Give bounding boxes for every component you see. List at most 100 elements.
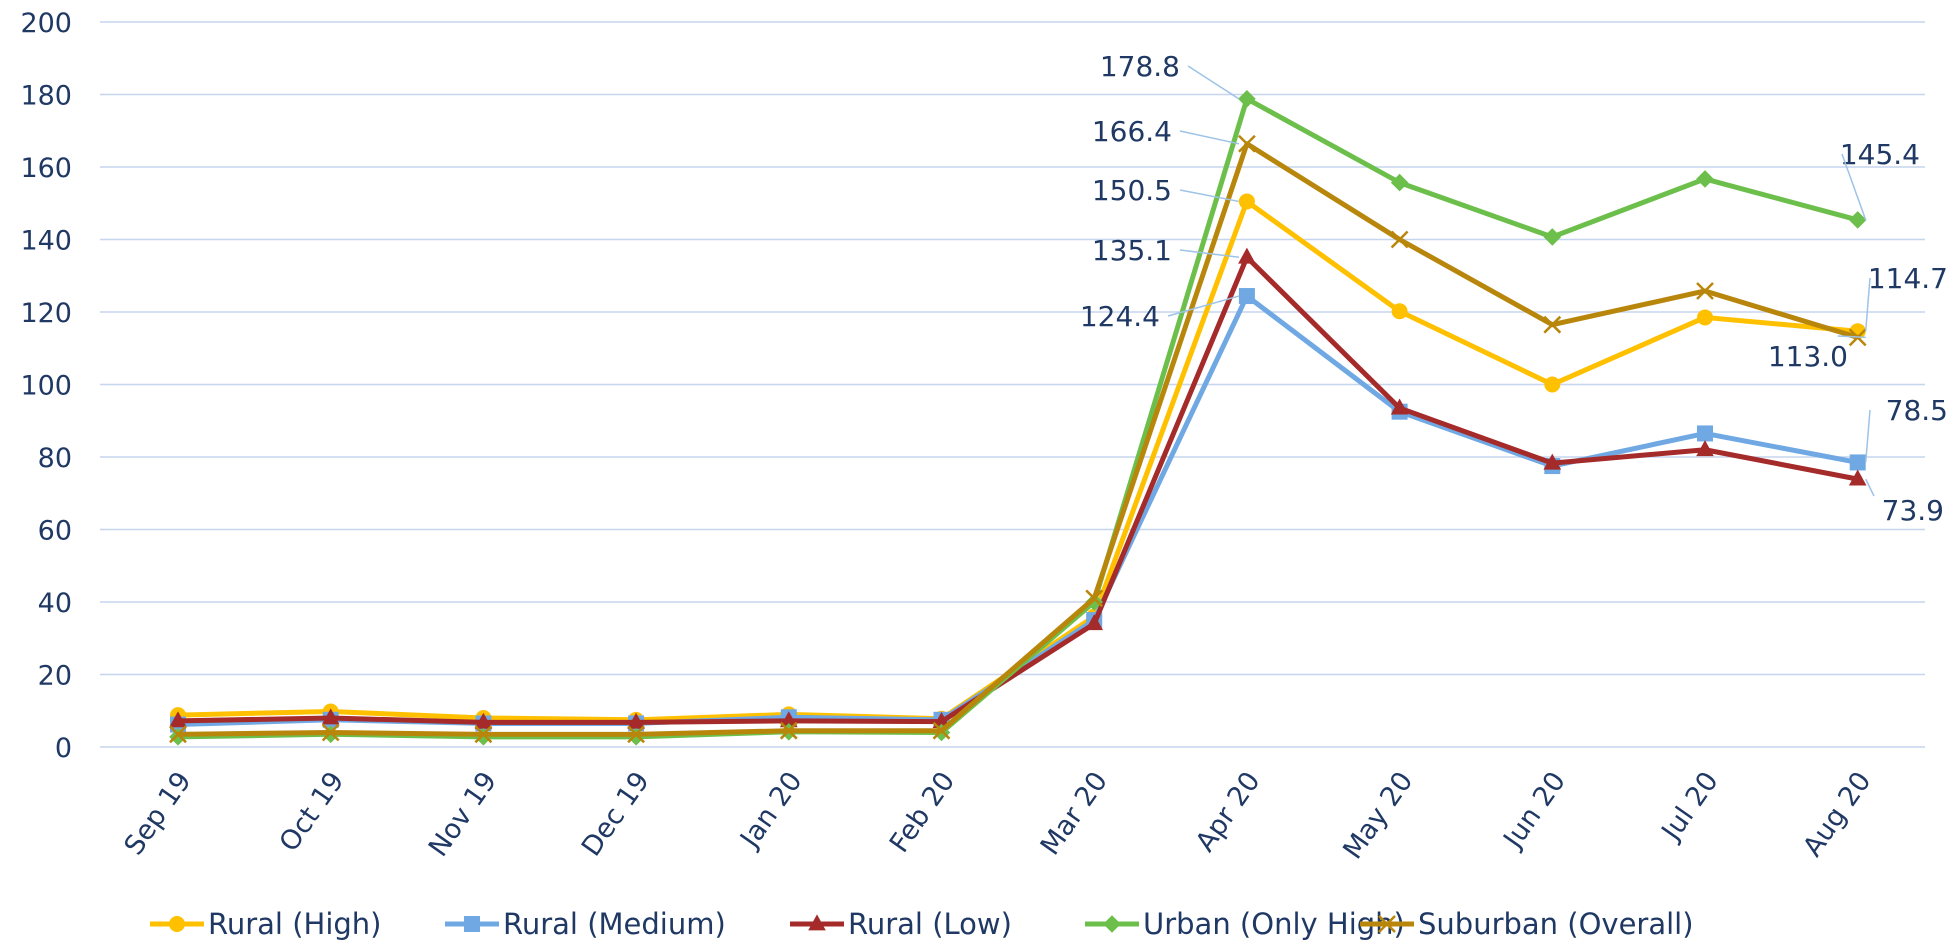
x-tick-label: Feb 20 [884,766,961,858]
y-tick-label: 120 [20,298,72,329]
legend-marker [169,916,185,932]
data-point [1238,193,1255,210]
data-point [1238,247,1256,264]
data-label: 113.0 [1768,340,1848,373]
data-point [1238,134,1256,153]
marker-stroke [1390,230,1409,249]
leader-line [1179,130,1240,145]
data-point [1391,303,1408,320]
marker-stroke [779,721,798,740]
series-lines [169,90,1867,746]
data-label: 124.4 [1080,300,1160,333]
data-label: 166.4 [1092,115,1172,148]
legend-item: Urban (Only High) [1085,907,1405,941]
data-point [1697,309,1713,326]
data-label: 178.8 [1100,50,1180,83]
data-point [1697,425,1713,442]
x-tick-label: Jul 20 [1655,766,1725,847]
series-line [177,141,1859,737]
data-point [1543,228,1562,246]
data-point [1085,593,1103,611]
series-suburban-overall [169,134,1867,744]
data-point [1543,453,1562,470]
marker-stroke [1085,589,1104,608]
data-point [1696,440,1714,457]
marker-stroke [1238,134,1256,153]
data-point [1848,469,1867,486]
y-tick-label: 60 [38,516,72,547]
data-label: 135.1 [1092,234,1172,267]
series-line [177,96,1859,740]
y-tick-label: 140 [20,226,72,257]
leader-line [1865,478,1875,497]
data-labels: 178.8 166.4 150.5 135.1 124.4 145.4 114.7 113.0… [1080,50,1948,527]
leader-line [1179,249,1239,259]
legend-label: Suburban (Overall) [1418,907,1694,941]
marker-stroke [1696,282,1714,300]
leader-line [1841,153,1867,221]
legend-marker [464,916,480,932]
data-point [1390,230,1409,249]
legend-item: Suburban (Overall) [1360,907,1694,941]
data-point [932,721,951,740]
data-point [780,711,798,728]
data-label: 73.9 [1882,494,1944,527]
data-point [321,708,340,725]
leader-line [1179,189,1240,203]
leader-line [1837,335,1866,339]
data-point [1543,315,1562,334]
y-tick-label: 20 [38,661,72,692]
legend-label: Rural (High) [208,907,381,941]
data-point [1696,282,1714,300]
data-label: 114.7 [1868,262,1948,295]
data-point [1390,173,1409,192]
x-tick-label: Jun 20 [1497,766,1572,855]
y-tick-label: 40 [38,588,72,619]
data-point [1696,170,1714,188]
marker-stroke [474,725,493,744]
series-urban-only-high [169,90,1867,746]
x-tick-label: Nov 19 [423,766,503,862]
legend-item: Rural (Low) [790,907,1012,941]
legend-marker [1378,915,1396,933]
data-label: 150.5 [1092,174,1172,207]
legend-marker [1103,915,1121,933]
data-point [1085,614,1103,631]
legend-label: Rural (Low) [848,907,1012,941]
series-rural-high [170,193,1866,728]
data-point [779,721,798,740]
marker-stroke [1378,915,1396,933]
legend: Rural (High) Rural (Medium) Rural (Low) Urb… [150,907,1694,941]
data-point [321,723,340,742]
x-tick-label: Oct 19 [274,766,351,857]
legend-item: Rural (High) [150,907,381,941]
legend-item: Rural (Medium) [445,907,726,941]
marker-stroke [627,725,645,744]
y-tick-label: 180 [20,81,72,112]
series-line [177,254,1859,725]
marker-stroke [321,723,340,742]
leader-line [1864,277,1871,332]
marker-stroke [169,725,187,744]
data-label: 78.5 [1886,394,1948,427]
x-tick-label: Sep 19 [119,766,198,861]
leader-line [1167,295,1240,317]
y-tick-label: 80 [38,443,72,474]
x-tick-label: Mar 20 [1035,766,1114,861]
data-point [1238,288,1255,305]
y-tick-label: 0 [55,733,72,764]
data-point [627,712,645,729]
y-tick-label: 200 [20,8,72,39]
data-point [1848,211,1867,229]
leader-line [1864,409,1871,463]
data-point [627,725,645,744]
x-tick-label: Dec 19 [576,766,656,862]
data-point [1544,376,1561,393]
leader-line [1187,65,1240,100]
y-tick-label: 160 [20,153,72,184]
x-tick-label: Aug 20 [1797,766,1877,862]
data-point [169,711,187,728]
data-point [474,725,493,744]
x-tick-label: Jan 20 [733,766,808,855]
